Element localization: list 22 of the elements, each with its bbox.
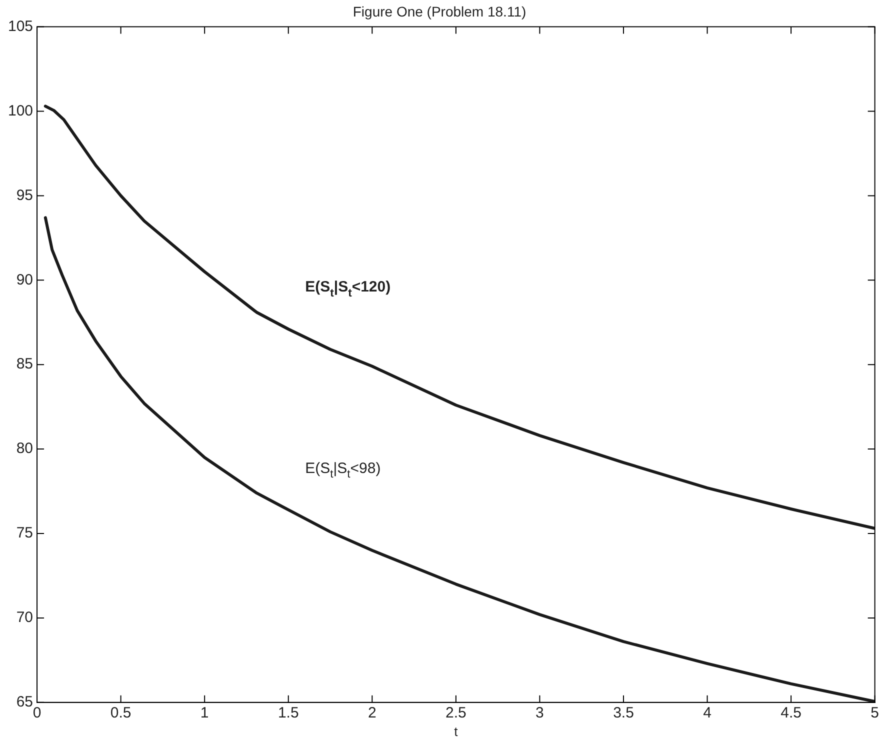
x-axis-title: t (454, 724, 458, 739)
x-tick-label: 1.5 (278, 704, 299, 722)
chart-title: Figure One (Problem 18.11) (352, 3, 526, 20)
x-tick-label: 5 (870, 704, 879, 722)
y-tick-label: 95 (16, 186, 34, 204)
x-tick-label: 4.5 (780, 704, 802, 722)
x-tick-label: 2.5 (446, 704, 466, 722)
y-tick-label: 100 (8, 102, 34, 120)
y-tick-label: 105 (8, 18, 34, 35)
y-tick-label: 70 (16, 609, 34, 626)
y-tick-label: 90 (16, 271, 34, 288)
x-tick-label: 1 (200, 704, 209, 722)
x-tick-label: 4 (703, 704, 712, 722)
x-tick-label: 2 (368, 704, 376, 722)
y-tick-label: 75 (16, 524, 34, 542)
x-tick-label: 3.5 (613, 704, 634, 722)
x-tick-label: 3 (536, 704, 544, 722)
y-tick-label: 85 (16, 356, 34, 373)
x-tick-label: 0 (32, 704, 42, 722)
x-tick-label: 0.5 (110, 704, 132, 722)
y-tick-label: 65 (16, 694, 34, 711)
y-tick-label: 80 (16, 440, 34, 458)
